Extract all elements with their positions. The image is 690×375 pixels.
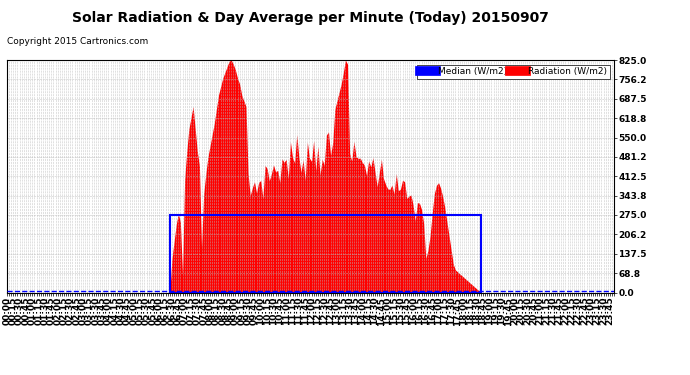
Bar xyxy=(170,215,481,292)
Text: Solar Radiation & Day Average per Minute (Today) 20150907: Solar Radiation & Day Average per Minute… xyxy=(72,11,549,25)
Legend: Median (W/m2), Radiation (W/m2): Median (W/m2), Radiation (W/m2) xyxy=(417,64,609,79)
Text: Copyright 2015 Cartronics.com: Copyright 2015 Cartronics.com xyxy=(7,38,148,46)
